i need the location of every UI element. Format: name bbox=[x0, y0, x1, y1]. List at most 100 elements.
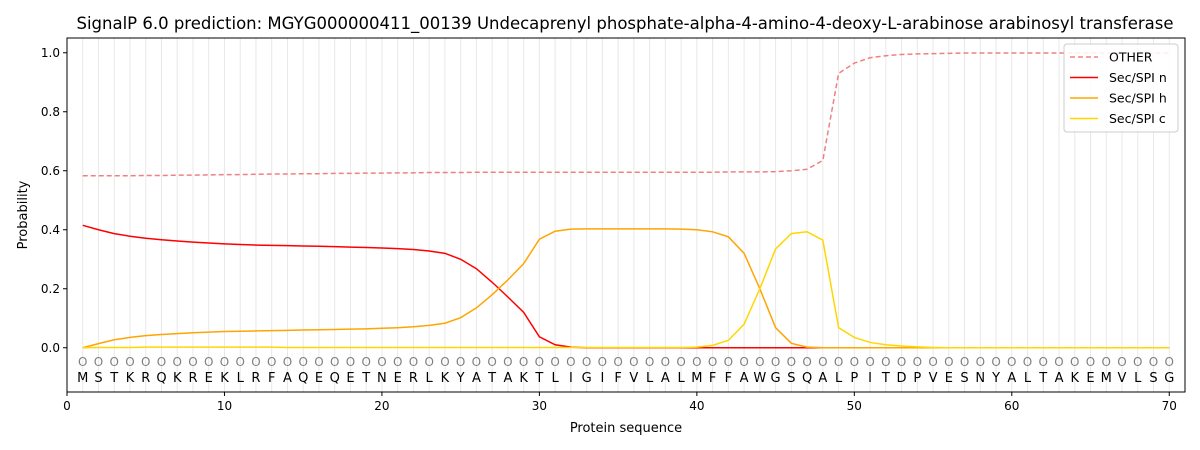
residue-letter: P bbox=[913, 371, 921, 386]
residue-letter: A bbox=[740, 371, 749, 386]
residue-marker: O bbox=[393, 355, 402, 369]
residue-letter: Q bbox=[156, 371, 166, 386]
x-tick-label: 60 bbox=[1004, 399, 1019, 413]
residue-marker: O bbox=[991, 355, 1000, 369]
chart-title: SignalP 6.0 prediction: MGYG000000411_00… bbox=[76, 14, 1173, 34]
residue-letter: T bbox=[109, 371, 118, 386]
y-tick-label: 0.8 bbox=[41, 105, 60, 119]
series-line-other bbox=[82, 52, 1170, 177]
residue-marker: O bbox=[188, 355, 197, 369]
residue-letter: Y bbox=[991, 371, 1000, 386]
residue-marker: O bbox=[487, 355, 496, 369]
residue-letter: E bbox=[394, 371, 402, 386]
residue-letter: A bbox=[818, 371, 827, 386]
x-tick-label: 50 bbox=[847, 399, 862, 413]
residue-marker: O bbox=[960, 355, 969, 369]
residue-letter: E bbox=[205, 371, 213, 386]
residue-marker: O bbox=[739, 355, 748, 369]
residue-letter: N bbox=[975, 371, 985, 386]
residue-letter: M bbox=[1101, 371, 1112, 386]
residue-marker: O bbox=[1133, 355, 1142, 369]
residue-letter: L bbox=[552, 371, 560, 386]
series-line-sec-spi-c bbox=[82, 231, 1170, 349]
residue-letter: Q bbox=[802, 371, 812, 386]
residue-letter: V bbox=[929, 371, 938, 386]
residue-marker: O bbox=[125, 355, 134, 369]
residue-marker: O bbox=[361, 355, 370, 369]
residue-letter: Q bbox=[330, 371, 340, 386]
series-line-sec-spi-n bbox=[82, 224, 1170, 349]
residue-marker: O bbox=[787, 355, 796, 369]
residue-marker: O bbox=[110, 355, 119, 369]
residue-marker: O bbox=[1165, 355, 1174, 369]
legend-label: Sec/SPI c bbox=[1109, 111, 1166, 126]
x-tick-label: 70 bbox=[1162, 399, 1177, 413]
residue-marker: O bbox=[314, 355, 323, 369]
x-tick-label: 40 bbox=[689, 399, 704, 413]
residue-letter: A bbox=[503, 371, 512, 386]
residue-letter: F bbox=[709, 371, 716, 386]
residue-letter: A bbox=[472, 371, 481, 386]
residue-marker: O bbox=[519, 355, 528, 369]
residue-marker: O bbox=[220, 355, 229, 369]
residue-marker: O bbox=[346, 355, 355, 369]
residue-marker: O bbox=[1023, 355, 1032, 369]
residue-marker: O bbox=[582, 355, 591, 369]
residue-letter: F bbox=[725, 371, 732, 386]
residue-marker: O bbox=[440, 355, 449, 369]
residue-marker: O bbox=[708, 355, 717, 369]
plot-frame bbox=[66, 37, 1186, 393]
residue-letter: T bbox=[1038, 371, 1047, 386]
y-tick-label: 0.6 bbox=[41, 164, 60, 178]
y-tick-label: 0.2 bbox=[41, 282, 60, 296]
residue-letter: T bbox=[361, 371, 370, 386]
residue-marker: O bbox=[944, 355, 953, 369]
residue-marker: O bbox=[928, 355, 937, 369]
residue-marker: O bbox=[976, 355, 985, 369]
legend: OTHER Sec/SPI n Sec/SPI h Sec/SPI c bbox=[1063, 43, 1179, 133]
residue-marker: O bbox=[802, 355, 811, 369]
residue-marker: O bbox=[897, 355, 906, 369]
residue-marker: O bbox=[1070, 355, 1079, 369]
x-axis-label: Protein sequence bbox=[570, 421, 682, 436]
residue-marker: O bbox=[456, 355, 465, 369]
residue-letter: Q bbox=[298, 371, 308, 386]
residue-marker: O bbox=[157, 355, 166, 369]
residue-letter: M bbox=[691, 371, 702, 386]
residue-letter: I bbox=[868, 371, 872, 386]
residue-letter: P bbox=[850, 371, 858, 386]
residue-letter: K bbox=[519, 371, 528, 386]
x-tick-label: 0 bbox=[63, 399, 71, 413]
residue-letter: L bbox=[646, 371, 654, 386]
residue-letter: F bbox=[268, 371, 275, 386]
residue-letter: E bbox=[315, 371, 323, 386]
y-axis-label: Probability bbox=[16, 180, 31, 249]
residue-letter: K bbox=[1071, 371, 1080, 386]
residue-letter: K bbox=[126, 371, 135, 386]
residue-letter: F bbox=[614, 371, 621, 386]
residue-marker: O bbox=[283, 355, 292, 369]
residue-marker: O bbox=[661, 355, 670, 369]
residue-letter: E bbox=[346, 371, 354, 386]
residue-letter: M bbox=[77, 371, 88, 386]
legend-label: OTHER bbox=[1109, 50, 1153, 65]
residue-letter: W bbox=[753, 371, 766, 386]
residue-letter: L bbox=[1134, 371, 1142, 386]
residue-marker: O bbox=[535, 355, 544, 369]
legend-label: Sec/SPI h bbox=[1109, 91, 1167, 106]
residue-marker: O bbox=[377, 355, 386, 369]
residue-marker: O bbox=[424, 355, 433, 369]
residue-letter: T bbox=[534, 371, 543, 386]
residue-marker: O bbox=[472, 355, 481, 369]
y-tick-label: 1.0 bbox=[41, 46, 60, 60]
residue-marker: O bbox=[676, 355, 685, 369]
residue-marker: O bbox=[1149, 355, 1158, 369]
residue-letter: S bbox=[94, 371, 102, 386]
residue-marker: O bbox=[298, 355, 307, 369]
residue-letter: A bbox=[1055, 371, 1064, 386]
residue-marker: O bbox=[865, 355, 874, 369]
residue-letter: E bbox=[1086, 371, 1094, 386]
residue-marker: O bbox=[1054, 355, 1063, 369]
residue-marker: O bbox=[613, 355, 622, 369]
residue-letter: R bbox=[409, 371, 418, 386]
